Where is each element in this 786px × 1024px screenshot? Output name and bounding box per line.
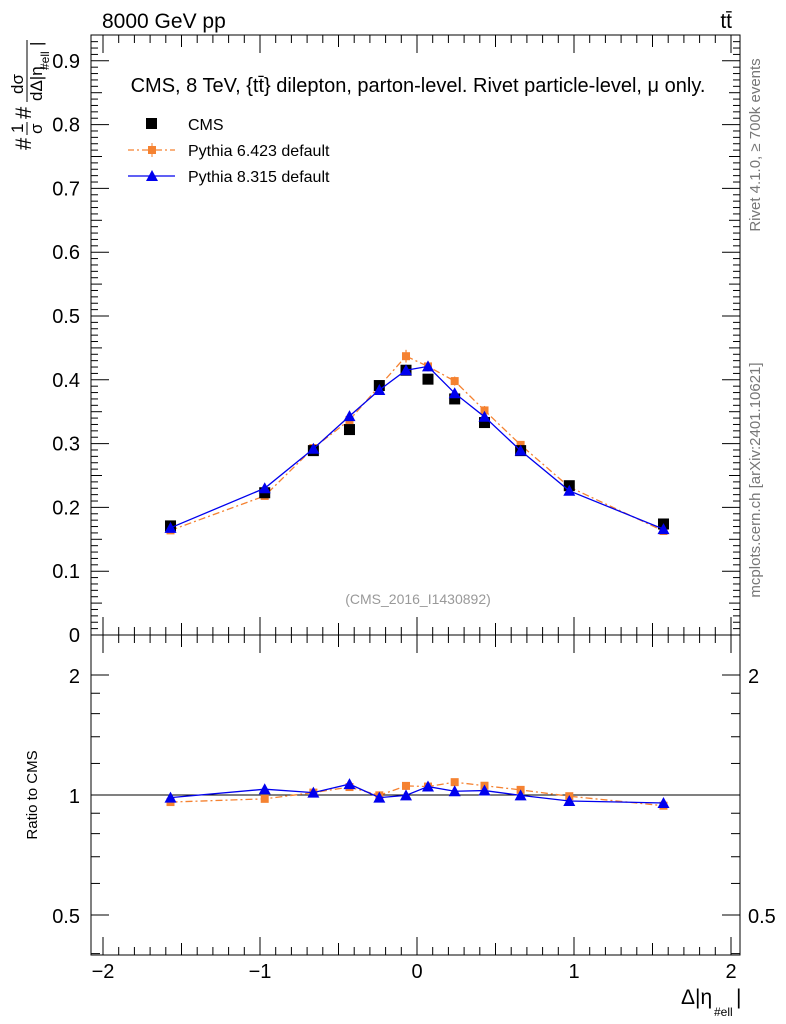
legend: CMS Pythia 6.423 default Pythia 8.315 de… — [128, 117, 330, 186]
ratio-right-tick-label-2: 2 — [748, 666, 759, 688]
pythia8-ratio-line — [170, 783, 664, 804]
legend-pythia8-marker — [146, 170, 158, 181]
pythia8-point — [478, 410, 491, 422]
x-tick-label: 0 — [411, 961, 422, 983]
cms-point — [479, 417, 491, 429]
pythia8-ratio-point — [373, 791, 386, 803]
pythia8-point — [421, 360, 434, 372]
pythia8-point — [307, 442, 320, 454]
pythia6-point — [402, 352, 411, 361]
svg-text:dΔ|η: dΔ|η — [27, 66, 46, 101]
pythia6-line — [170, 355, 664, 532]
legend-cms-marker — [146, 118, 157, 129]
main-panel-y-tick-labels: 0 0.1 0.2 0.3 0.4 0.5 0.6 0.7 0.8 0.9 — [52, 51, 80, 647]
mcplots-label: mcplots.cern.ch [arXiv:2401.10621] — [747, 362, 764, 597]
pythia6-ratio-point — [402, 781, 411, 790]
process-label: tt̄ — [720, 10, 732, 33]
svg-text:dσ: dσ — [8, 74, 27, 94]
svg-text:#ell: #ell — [714, 1005, 733, 1019]
svg-text:|: | — [27, 42, 46, 46]
cms-point — [449, 393, 461, 405]
svg-text:#: # — [11, 106, 36, 119]
svg-text:1: 1 — [8, 124, 27, 133]
ratio-y-tick-label-1: 1 — [69, 786, 80, 808]
x-tick-label: 2 — [725, 961, 736, 983]
svg-text:Δ|η: Δ|η — [681, 986, 712, 1009]
svg-text:σ: σ — [27, 123, 46, 134]
analysis-watermark: (CMS_2016_I1430892) — [345, 591, 491, 607]
pythia6-ratio-point — [260, 794, 269, 803]
pythia6-ratio-line — [170, 781, 664, 807]
pythia8-ratio-point — [657, 796, 670, 808]
pythia8-ratio-point — [307, 786, 320, 798]
pythia6-ratio-point — [450, 778, 459, 787]
legend-pythia6-label: Pythia 6.423 default — [188, 143, 330, 160]
main-y-tick-label: 0.6 — [52, 242, 80, 264]
pythia8-ratio-point — [514, 789, 527, 801]
ratio-panel: 2 1 0.5 2 0.5 Ratio to CMS −2 −1 0 1 2 Δ|η #… — [24, 634, 776, 1019]
main-y-tick-label: 0.2 — [52, 497, 80, 519]
ratio-y-axis-label: Ratio to CMS — [24, 750, 41, 839]
pythia8-ratio-point — [421, 780, 434, 792]
x-tick-label: −1 — [249, 961, 272, 983]
pythia8-ratio-point — [478, 784, 491, 796]
pythia8-point — [343, 410, 356, 422]
pythia8-point — [258, 482, 271, 494]
main-panel: 0 0.1 0.2 0.3 0.4 0.5 0.6 0.7 0.8 0.9 (CMS_2016_I… — [8, 34, 741, 647]
ratio-y-tick-label-2: 2 — [69, 666, 80, 688]
pythia8-point — [400, 364, 413, 376]
pythia8-ratio-point — [258, 783, 271, 795]
x-tick-label: −2 — [92, 961, 115, 983]
chart-title: CMS, 8 TeV, {tt̄} dilepton, parton-level… — [131, 75, 706, 97]
pythia8-point — [514, 444, 527, 456]
legend-pythia8-label: Pythia 8.315 default — [188, 169, 330, 186]
ratio-y-tick-label-0-5: 0.5 — [52, 906, 80, 928]
pythia8-ratio-point — [164, 791, 177, 803]
main-y-tick-label: 0.3 — [52, 434, 80, 456]
main-panel-ticks — [91, 35, 740, 636]
pythia8-line — [170, 365, 664, 530]
main-y-tick-label: 0.5 — [52, 306, 80, 328]
cms-point — [343, 424, 355, 436]
rivet-version-label: Rivet 4.1.0, ≥ 700k events — [747, 58, 764, 231]
x-tick-label: 1 — [568, 961, 579, 983]
pythia8-ratio-point — [400, 789, 413, 801]
pythia6-point — [480, 406, 489, 415]
svg-text:#ell: #ell — [38, 51, 52, 70]
energy-label: 8000 GeV pp — [102, 10, 226, 33]
pythia8-point — [563, 484, 576, 496]
pythia8-ratio-point — [448, 785, 461, 797]
svg-text:|: | — [736, 986, 741, 1009]
main-y-tick-label: 0 — [69, 625, 80, 647]
pythia8-point — [657, 523, 670, 535]
pythia8-point — [373, 384, 386, 396]
main-y-tick-label: 0.9 — [52, 51, 80, 73]
cms-point — [422, 373, 434, 385]
main-y-tick-label: 0.4 — [52, 370, 80, 392]
main-y-tick-label: 0.8 — [52, 115, 80, 137]
pythia8-point — [448, 387, 461, 399]
x-axis-label: Δ|η #ell | — [681, 986, 741, 1019]
ratio-panel-series — [164, 778, 670, 810]
pythia8-ratio-point — [563, 794, 576, 806]
main-y-tick-label: 0.7 — [52, 178, 80, 200]
main-y-tick-label: 0.1 — [52, 561, 80, 583]
pythia8-ratio-point — [343, 778, 356, 790]
main-y-axis-label: # 1 σ # dσ dΔ|η #ell | — [8, 40, 52, 150]
x-tick-labels: −2 −1 0 1 2 — [92, 961, 737, 983]
pythia8-point — [164, 521, 177, 533]
pythia6-point — [450, 377, 459, 386]
main-panel-series — [164, 349, 670, 536]
legend-cms-label: CMS — [188, 117, 224, 134]
ratio-right-tick-label-0-5: 0.5 — [748, 906, 776, 928]
svg-text:#: # — [11, 137, 36, 150]
